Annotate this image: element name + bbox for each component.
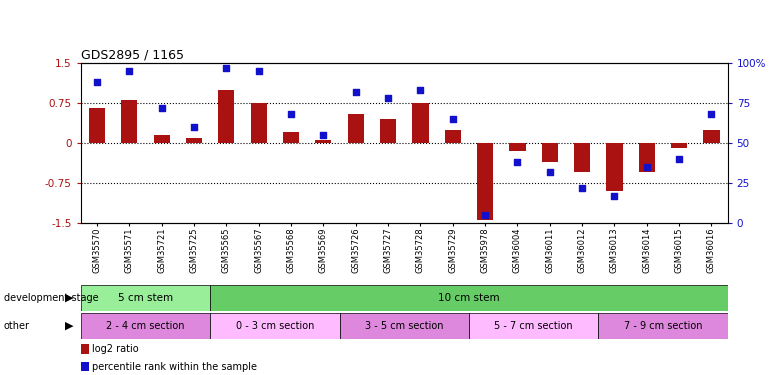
Point	[350, 89, 362, 95]
Point	[705, 111, 718, 117]
Point	[479, 212, 491, 218]
Bar	[153, 135, 169, 143]
Point	[608, 193, 621, 199]
Point	[576, 185, 588, 191]
Text: 7 - 9 cm section: 7 - 9 cm section	[624, 321, 702, 331]
Bar	[251, 103, 267, 143]
Bar	[89, 108, 105, 143]
Bar	[340, 313, 469, 339]
Text: log2 ratio: log2 ratio	[92, 344, 139, 354]
Point	[511, 159, 524, 165]
Bar	[477, 143, 493, 220]
Bar	[186, 138, 202, 143]
Text: 0 - 3 cm section: 0 - 3 cm section	[236, 321, 314, 331]
Text: percentile rank within the sample: percentile rank within the sample	[92, 362, 257, 372]
Point	[91, 79, 103, 85]
Bar	[81, 344, 89, 354]
Bar	[347, 114, 363, 143]
Bar	[122, 100, 137, 143]
Bar	[671, 143, 687, 148]
Text: 3 - 5 cm section: 3 - 5 cm section	[365, 321, 444, 331]
Bar	[469, 313, 598, 339]
Bar	[380, 119, 396, 143]
Text: other: other	[4, 321, 30, 331]
Bar	[444, 130, 460, 143]
Bar	[598, 313, 728, 339]
Point	[447, 116, 459, 122]
Text: 2 - 4 cm section: 2 - 4 cm section	[106, 321, 185, 331]
Bar	[81, 285, 210, 311]
Point	[414, 87, 427, 93]
Text: 10 cm stem: 10 cm stem	[438, 293, 500, 303]
Text: GDS2895 / 1165: GDS2895 / 1165	[81, 49, 184, 62]
Bar	[283, 132, 299, 143]
Bar	[210, 313, 340, 339]
Bar	[510, 143, 525, 151]
Text: ▶: ▶	[65, 293, 73, 303]
Bar	[412, 103, 428, 143]
Bar	[81, 313, 210, 339]
Bar	[607, 143, 622, 191]
Point	[285, 111, 297, 117]
Point	[317, 132, 330, 138]
Point	[544, 169, 556, 175]
Bar	[703, 130, 719, 143]
Point	[156, 105, 168, 111]
Point	[253, 68, 265, 74]
Point	[382, 95, 394, 101]
Text: ▶: ▶	[65, 321, 73, 331]
Point	[123, 68, 136, 74]
Bar	[81, 362, 89, 371]
Text: development stage: development stage	[4, 293, 99, 303]
Bar	[638, 143, 654, 172]
Point	[641, 164, 653, 170]
Bar	[574, 143, 590, 172]
Bar	[210, 285, 728, 311]
Bar	[316, 140, 331, 143]
Point	[673, 156, 685, 162]
Text: 5 cm stem: 5 cm stem	[118, 293, 173, 303]
Bar	[219, 90, 234, 143]
Text: 5 - 7 cm section: 5 - 7 cm section	[494, 321, 573, 331]
Point	[188, 124, 200, 130]
Bar	[541, 143, 557, 162]
Point	[220, 65, 233, 71]
